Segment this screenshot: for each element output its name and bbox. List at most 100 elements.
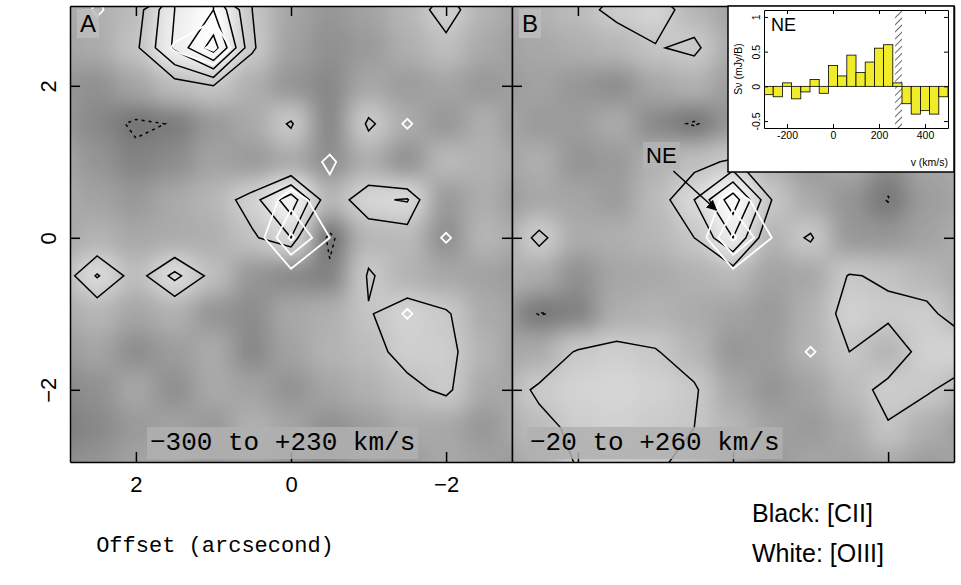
map-cell [465, 104, 505, 143]
map-cell [713, 332, 753, 371]
tick-mark [446, 6, 448, 16]
map-cell [868, 256, 908, 295]
map-cell [504, 256, 512, 295]
map-cell [636, 218, 676, 257]
map-cell [349, 142, 389, 181]
map-cell [752, 294, 792, 333]
map-cell [519, 256, 559, 295]
map-cell [77, 332, 117, 371]
map-cell [752, 332, 792, 371]
map-cell [713, 294, 753, 333]
map-cell [77, 370, 117, 409]
tick-label: 2 [130, 472, 142, 497]
map-cell [426, 142, 466, 181]
map-cell [116, 256, 156, 295]
tick-mark [136, 452, 138, 462]
map-cell [116, 332, 156, 371]
contour [512, 6, 954, 462]
bar [828, 66, 837, 87]
tick: 2 [130, 452, 142, 497]
map-cell [271, 66, 311, 105]
tick: −2 [36, 378, 80, 403]
map-cell [946, 256, 954, 295]
map-cell [271, 294, 311, 333]
map-cell [636, 66, 676, 105]
map-cell [77, 104, 117, 143]
map-cell [946, 180, 954, 219]
map-cell [155, 370, 195, 409]
map-cell [387, 6, 427, 29]
tick [944, 121, 948, 122]
tick: 400 [917, 124, 935, 141]
map-cell [271, 104, 311, 143]
map-cell [636, 332, 676, 371]
map-cell [868, 408, 908, 447]
velocity-range: −300 to +230 km/s [150, 428, 415, 458]
map-cell [271, 332, 311, 371]
map-cell [868, 370, 908, 409]
contour [289, 233, 295, 241]
map-cell [426, 408, 466, 447]
map-cell [426, 180, 466, 219]
bar [773, 86, 782, 96]
map-cell [232, 256, 272, 295]
axis-title: Sν (mJy/B) [732, 43, 744, 94]
tick: -200 [777, 124, 798, 141]
tick-mark [291, 6, 293, 16]
map-cell [791, 294, 831, 333]
map-cell [194, 218, 234, 257]
map-cell [465, 66, 505, 105]
map-cell [349, 6, 389, 29]
map-cell [674, 142, 714, 181]
axis-title: v (km/s) [911, 156, 948, 168]
hatched-band [895, 10, 902, 128]
map-cell [597, 6, 637, 29]
tick-mark [944, 86, 948, 87]
map-cell [310, 332, 350, 371]
tick: 1 [750, 14, 768, 20]
map-cell [77, 446, 117, 462]
map-cell [519, 332, 559, 371]
tick [291, 6, 292, 16]
map-cell [232, 66, 272, 105]
label-patch [147, 427, 418, 459]
map-cell [116, 66, 156, 105]
panel: 20−220−2A−300 to +230 km/s [36, 0, 544, 497]
tick [944, 86, 948, 87]
map-cell [907, 408, 947, 447]
map-cell [636, 6, 676, 29]
map-cell [465, 332, 505, 371]
map-cell [310, 66, 350, 105]
map-cell [232, 104, 272, 143]
axis-top [71, 6, 513, 16]
bar [792, 86, 801, 98]
map-cell [310, 294, 350, 333]
map-cell [77, 294, 117, 333]
tick-mark [879, 124, 880, 128]
tick [787, 10, 788, 14]
bar [810, 79, 819, 86]
map-cell [907, 294, 947, 333]
legend-entry: Black: [CII] [752, 499, 873, 527]
legend: Black: [CII] White: [OIII] [752, 499, 884, 567]
legend-entry: White: [OIII] [752, 539, 884, 567]
map-cell [387, 104, 427, 143]
map-cell [504, 142, 512, 181]
panel-label: A [80, 10, 96, 37]
map-cell [674, 332, 714, 371]
map-cell [194, 142, 234, 181]
map-cell [636, 104, 676, 143]
tick-mark [888, 452, 890, 462]
map-cell [271, 6, 311, 29]
plot-area [70, 6, 512, 462]
tick-mark [446, 452, 448, 462]
map-cell [946, 446, 954, 462]
tick: −2 [434, 452, 459, 497]
contour [171, 6, 297, 214]
axis-line [512, 7, 514, 463]
map-cell [387, 142, 427, 181]
map-cell [519, 294, 559, 333]
bar [939, 86, 948, 96]
tick-mark [944, 121, 948, 122]
map-cell [636, 370, 676, 409]
